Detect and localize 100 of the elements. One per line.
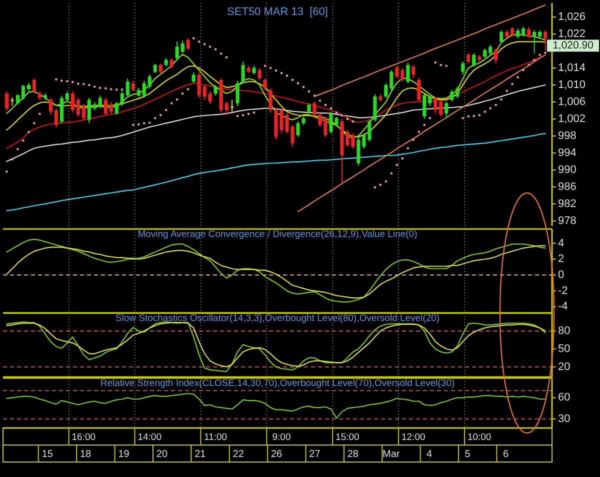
x-tick-label: 14:00 [138, 432, 162, 443]
y-tick-label: 4 [558, 237, 564, 250]
candlestick [214, 84, 218, 96]
candlestick [142, 80, 146, 98]
candlestick [126, 78, 130, 98]
x-tick-label: 15:00 [336, 432, 360, 443]
candlestick [412, 64, 416, 79]
candlestick [192, 72, 196, 84]
candlestick [434, 96, 438, 114]
candlestick [109, 101, 113, 114]
text: 5 [464, 449, 471, 460]
candlestick [32, 78, 36, 94]
y-tick-label: 986 [558, 180, 576, 193]
candlestick [197, 72, 201, 98]
text: 20 [156, 449, 168, 460]
candlestick [356, 136, 360, 166]
text: 21 [194, 449, 206, 460]
y-tick-label: 998 [558, 130, 576, 142]
y-tick-label: 0 [558, 268, 564, 281]
candlestick [351, 132, 355, 150]
candlestick [170, 58, 174, 68]
x-tick-label: 16:00 [72, 432, 96, 443]
candlestick [98, 95, 102, 109]
candlestick [87, 97, 91, 124]
candlestick [439, 99, 443, 117]
candlestick [296, 121, 300, 138]
candlestick [329, 111, 333, 134]
candlestick [312, 101, 316, 118]
candlestick [70, 90, 74, 114]
candlestick [450, 90, 454, 102]
y-tick-label: 1,010 [558, 78, 586, 91]
candlestick [488, 44, 492, 56]
y-tick-label: -4 [558, 300, 568, 313]
y-tick-label: 994 [558, 146, 576, 159]
y-tick-label: 1,014 [558, 62, 586, 74]
candlestick [522, 26, 526, 38]
line-series [6, 54, 546, 149]
candlestick [120, 90, 124, 107]
line-series [6, 245, 546, 298]
candlestick [48, 97, 52, 116]
y-tick-label: 80 [558, 324, 570, 337]
candlestick [76, 97, 80, 118]
y-tick-label: 20 [558, 360, 570, 373]
text: 18 [80, 449, 92, 460]
text: 28 [347, 449, 359, 460]
candlestick [224, 101, 228, 116]
text: 22 [232, 449, 244, 460]
candlestick [258, 67, 262, 80]
candlestick [444, 101, 448, 119]
candlestick [268, 88, 272, 114]
candlestick [21, 84, 25, 100]
candlestick [346, 130, 350, 148]
candlestick [263, 78, 267, 91]
candlestick [456, 86, 460, 99]
text: 4 [426, 449, 433, 460]
candlestick [368, 119, 372, 142]
y-tick-label: 1,026 [558, 11, 586, 24]
text: 15 [42, 449, 54, 460]
candlestick [158, 63, 162, 75]
y-tick-label: 2 [558, 253, 564, 266]
candlestick [472, 52, 476, 68]
y-tick-label: 990 [558, 164, 576, 176]
x-tick-label: 11:00 [204, 432, 228, 443]
candlestick [131, 80, 135, 92]
candlestick [114, 101, 118, 116]
candlestick [417, 78, 421, 102]
y-tick-label: 50 [558, 342, 570, 355]
line-series [6, 238, 546, 302]
candlestick [406, 62, 410, 84]
candlestick [494, 48, 498, 64]
text: 26 [270, 449, 283, 460]
candlestick [461, 61, 465, 76]
x-tick-label: 12:00 [402, 432, 426, 443]
candlestick [4, 90, 8, 111]
candlestick [400, 67, 404, 82]
candlestick [208, 90, 212, 105]
candlestick [384, 82, 388, 99]
text: 19 [118, 449, 130, 460]
text: 1,020.90 [552, 40, 594, 52]
text: 27 [309, 449, 321, 460]
candlestick [60, 95, 64, 124]
candlestick [500, 30, 504, 44]
candlestick [428, 94, 432, 107]
candlestick [236, 80, 240, 107]
y-tick-label: 30 [558, 412, 570, 425]
candlestick [202, 84, 206, 100]
candlestick [544, 30, 548, 51]
candlestick [510, 26, 514, 38]
candlestick [180, 40, 184, 54]
candlestick [527, 26, 531, 39]
candlestick [230, 99, 234, 112]
candlestick [466, 52, 470, 64]
candlestick [241, 61, 245, 84]
chart-title: Moving Average Convergence / Divergence(26,12,9),Value Line(0) [138, 229, 418, 240]
candlestick [334, 116, 338, 128]
y-tick-label: 60 [558, 392, 570, 404]
line-series [6, 132, 546, 212]
y-tick-label: -2 [558, 284, 568, 297]
candlestick [82, 104, 86, 122]
text: Mar [382, 449, 400, 460]
